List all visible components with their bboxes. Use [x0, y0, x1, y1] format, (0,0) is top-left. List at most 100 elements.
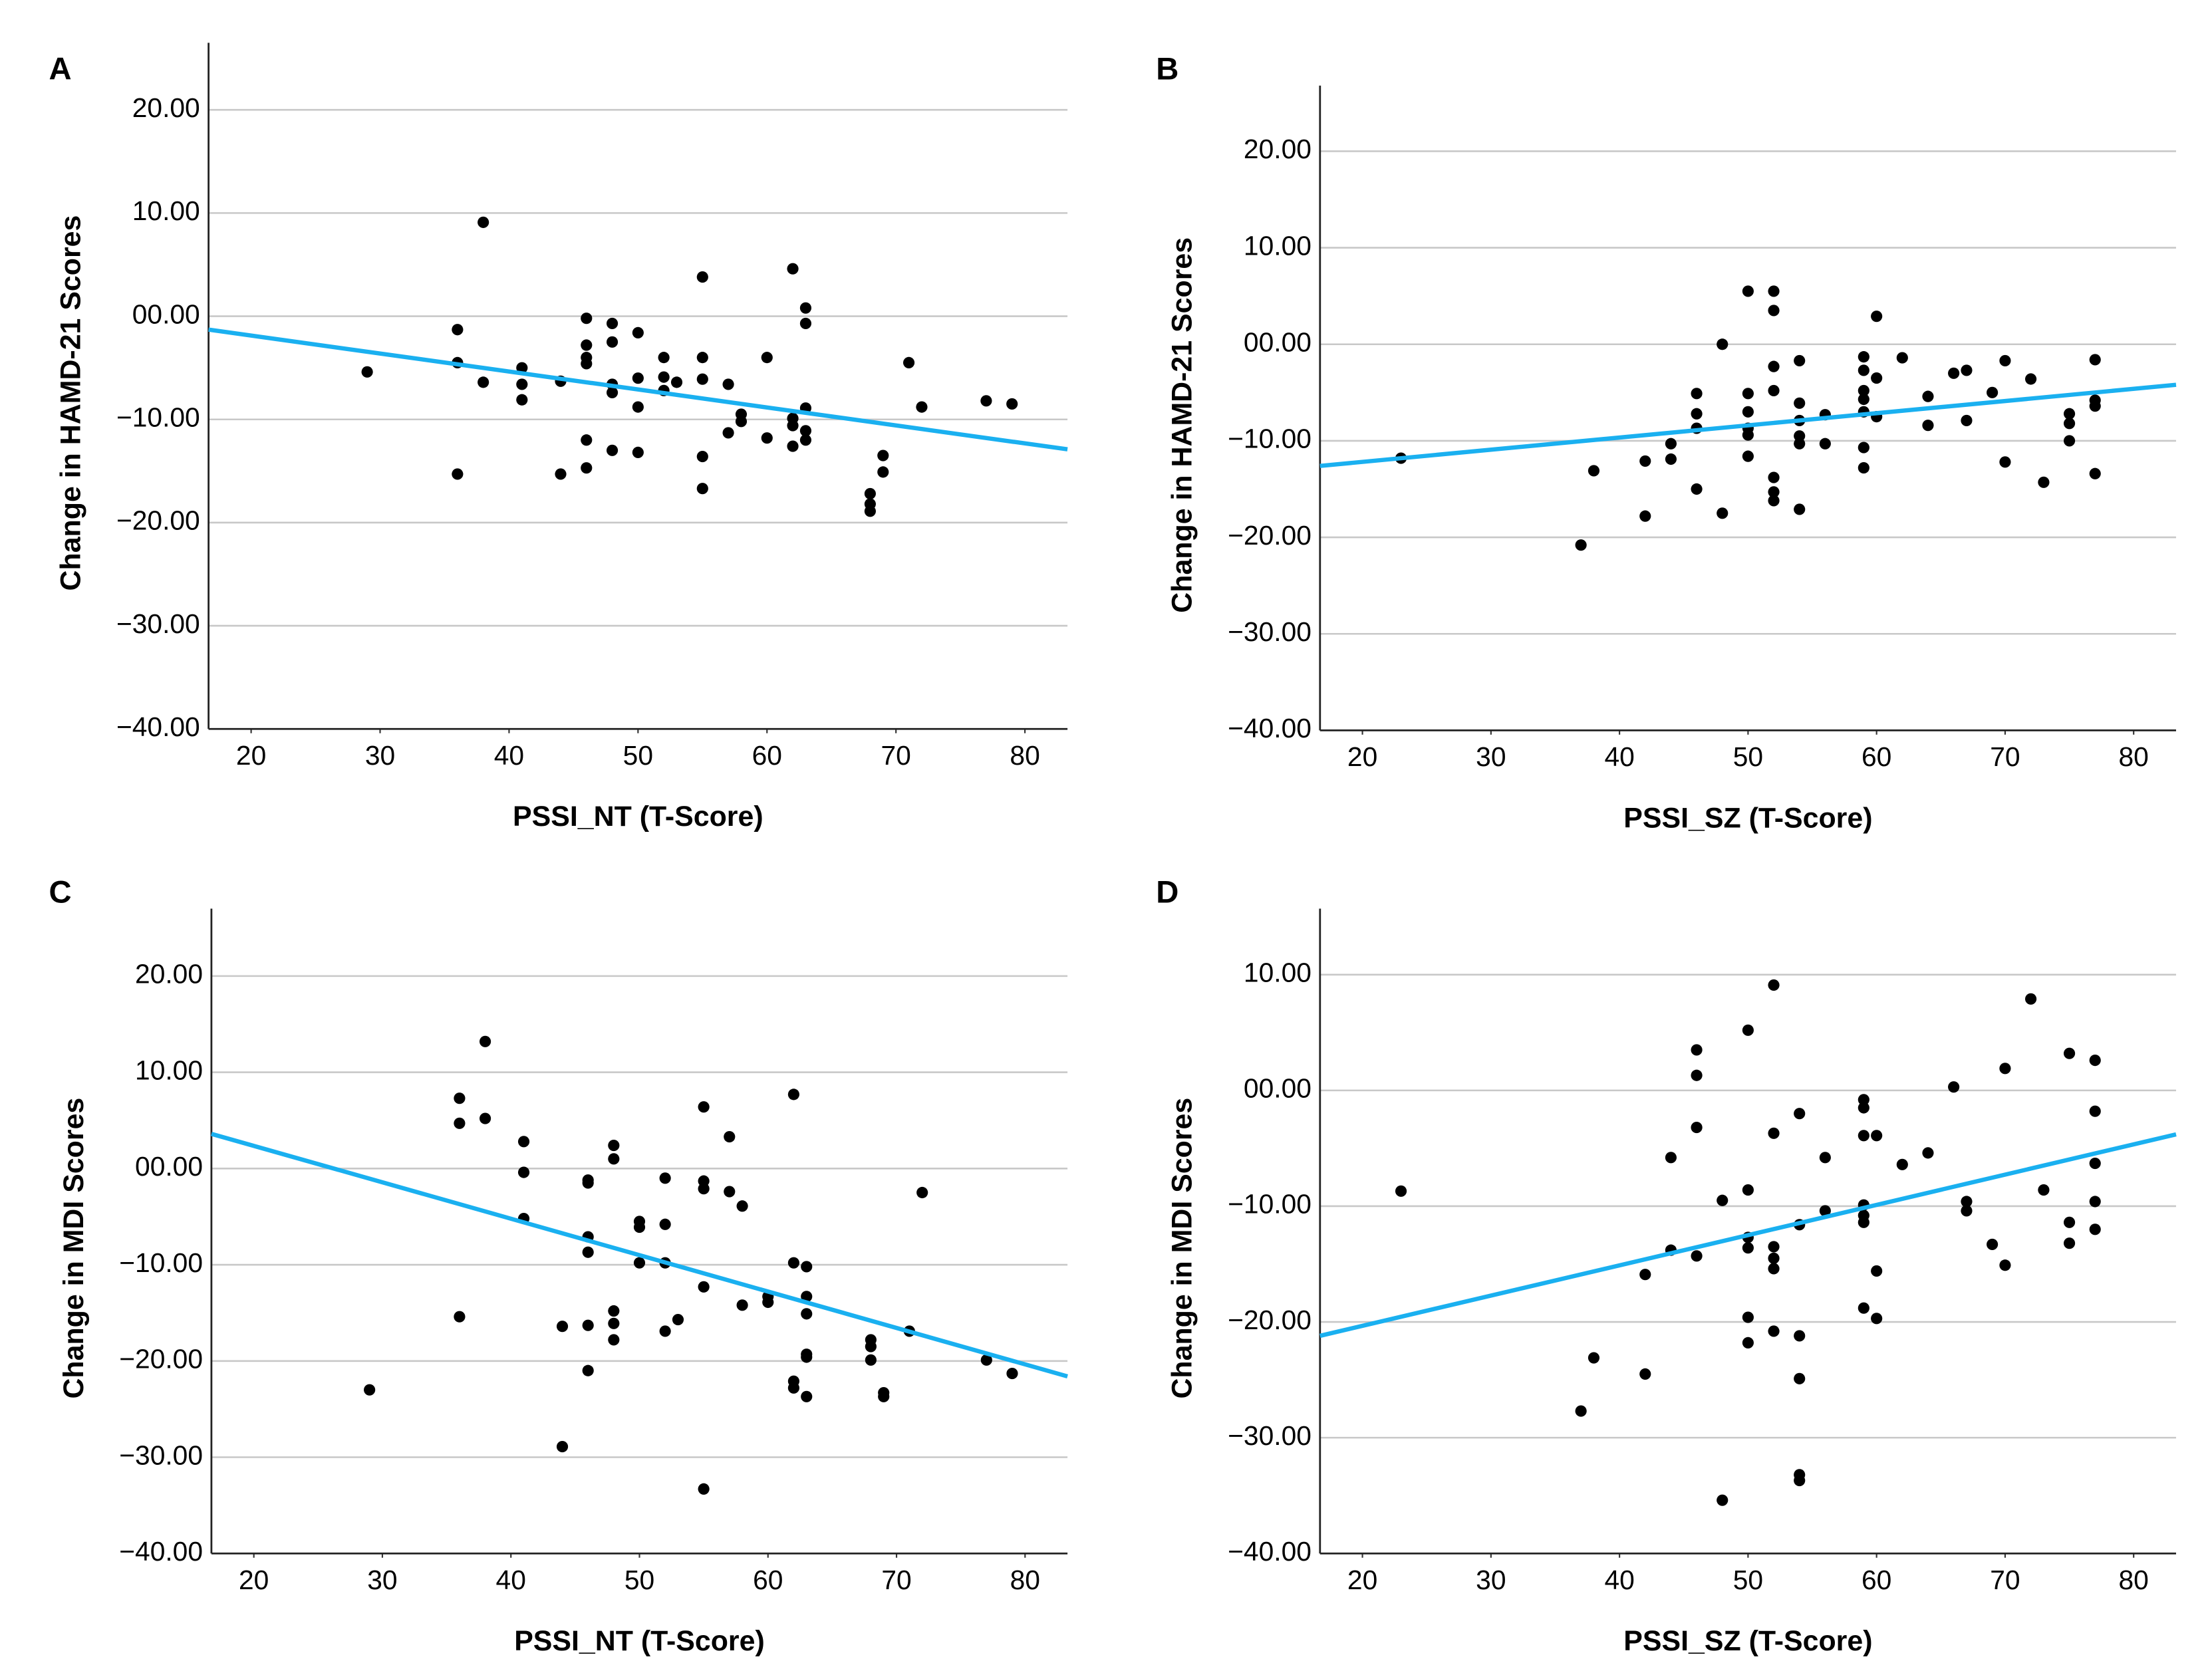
point — [581, 358, 593, 370]
x-tick-label: 30 — [1476, 1565, 1506, 1595]
point — [1768, 1325, 1780, 1337]
y-tick-label: 20.00 — [132, 92, 200, 123]
y-axis-label: Change in HAMD-21 Scores — [55, 215, 87, 591]
y-axis-label: Change in MDI Scores — [1167, 1098, 1198, 1399]
x-tick-label: 80 — [2119, 1565, 2149, 1595]
fit-line — [211, 1132, 1068, 1379]
point — [1948, 367, 1960, 379]
point — [1742, 388, 1754, 400]
point — [801, 1351, 813, 1363]
point — [1768, 979, 1780, 991]
point — [1588, 1352, 1600, 1364]
point — [1768, 495, 1780, 507]
point — [1858, 1302, 1869, 1314]
point — [517, 1166, 530, 1178]
y-tick-label: −10.00 — [1228, 1189, 1312, 1220]
x-tick-label: 80 — [1010, 1565, 1040, 1595]
point — [799, 317, 812, 330]
point — [2063, 1237, 2076, 1249]
point — [632, 326, 644, 338]
point — [1999, 354, 2011, 367]
point — [1639, 455, 1651, 467]
point — [1871, 1265, 1883, 1277]
x-tick-label: 70 — [1990, 1565, 2020, 1595]
point — [1768, 1263, 1780, 1275]
point — [736, 1299, 748, 1311]
point — [608, 1317, 620, 1329]
point — [2063, 1216, 2076, 1228]
point — [1858, 351, 1869, 363]
point — [606, 317, 619, 330]
point — [516, 362, 528, 374]
point — [980, 395, 992, 407]
point — [1819, 1152, 1831, 1164]
point — [1575, 1405, 1587, 1417]
point — [1691, 408, 1703, 420]
point — [1819, 1205, 1831, 1217]
point — [799, 425, 812, 437]
y-tick-label: −30.00 — [119, 1440, 203, 1470]
point — [1871, 1130, 1883, 1142]
point — [659, 1172, 671, 1184]
point — [1948, 1081, 1960, 1093]
point — [608, 1334, 620, 1346]
point — [877, 449, 889, 461]
point — [478, 216, 489, 228]
point — [582, 1364, 594, 1376]
point — [1794, 1474, 1806, 1487]
point — [608, 1153, 620, 1165]
y-tick-label: 00.00 — [132, 299, 200, 329]
y-tick-label: −40.00 — [119, 1536, 203, 1567]
point — [877, 466, 889, 478]
point — [787, 440, 799, 452]
point — [787, 1257, 799, 1269]
point — [633, 1257, 646, 1269]
point — [696, 451, 708, 463]
point — [581, 313, 593, 324]
point — [696, 352, 708, 364]
x-axis-label: PSSI_NT (T-Score) — [514, 1625, 765, 1657]
point — [581, 339, 593, 351]
point — [658, 371, 670, 383]
point — [865, 1341, 877, 1352]
point — [1588, 465, 1600, 477]
point — [1717, 338, 1728, 350]
point — [1858, 1130, 1869, 1142]
point — [1794, 1330, 1806, 1342]
x-tick-label: 40 — [1604, 1565, 1634, 1595]
point — [1768, 360, 1780, 372]
point — [1794, 354, 1806, 367]
point — [761, 352, 773, 364]
point — [361, 366, 373, 378]
point — [2024, 373, 2037, 385]
point — [1999, 1259, 2011, 1271]
point — [787, 1089, 799, 1100]
point — [658, 352, 670, 364]
x-tick-label: 50 — [624, 1565, 654, 1595]
point — [801, 1308, 813, 1320]
point — [1858, 1094, 1869, 1106]
point — [1858, 1216, 1869, 1228]
y-tick-label: 10.00 — [132, 195, 200, 226]
point — [1999, 456, 2011, 468]
point — [1691, 1122, 1703, 1134]
point — [698, 1101, 710, 1113]
point — [582, 1319, 594, 1331]
point — [801, 1261, 813, 1273]
point — [1665, 438, 1677, 449]
x-tick-label: 80 — [1010, 740, 1039, 771]
point — [2089, 1055, 2101, 1067]
point — [1858, 384, 1869, 397]
point — [1742, 450, 1754, 462]
point — [722, 378, 734, 390]
point — [1961, 1196, 1973, 1208]
point — [736, 1200, 748, 1212]
point — [1768, 384, 1780, 397]
x-tick-label: 80 — [2119, 741, 2149, 772]
point — [1768, 1252, 1780, 1264]
y-tick-label: 00.00 — [1244, 1073, 1312, 1104]
y-tick-label: −30.00 — [1228, 1420, 1312, 1451]
point — [980, 1354, 992, 1366]
x-tick-label: 60 — [753, 1565, 783, 1595]
point — [516, 378, 528, 390]
